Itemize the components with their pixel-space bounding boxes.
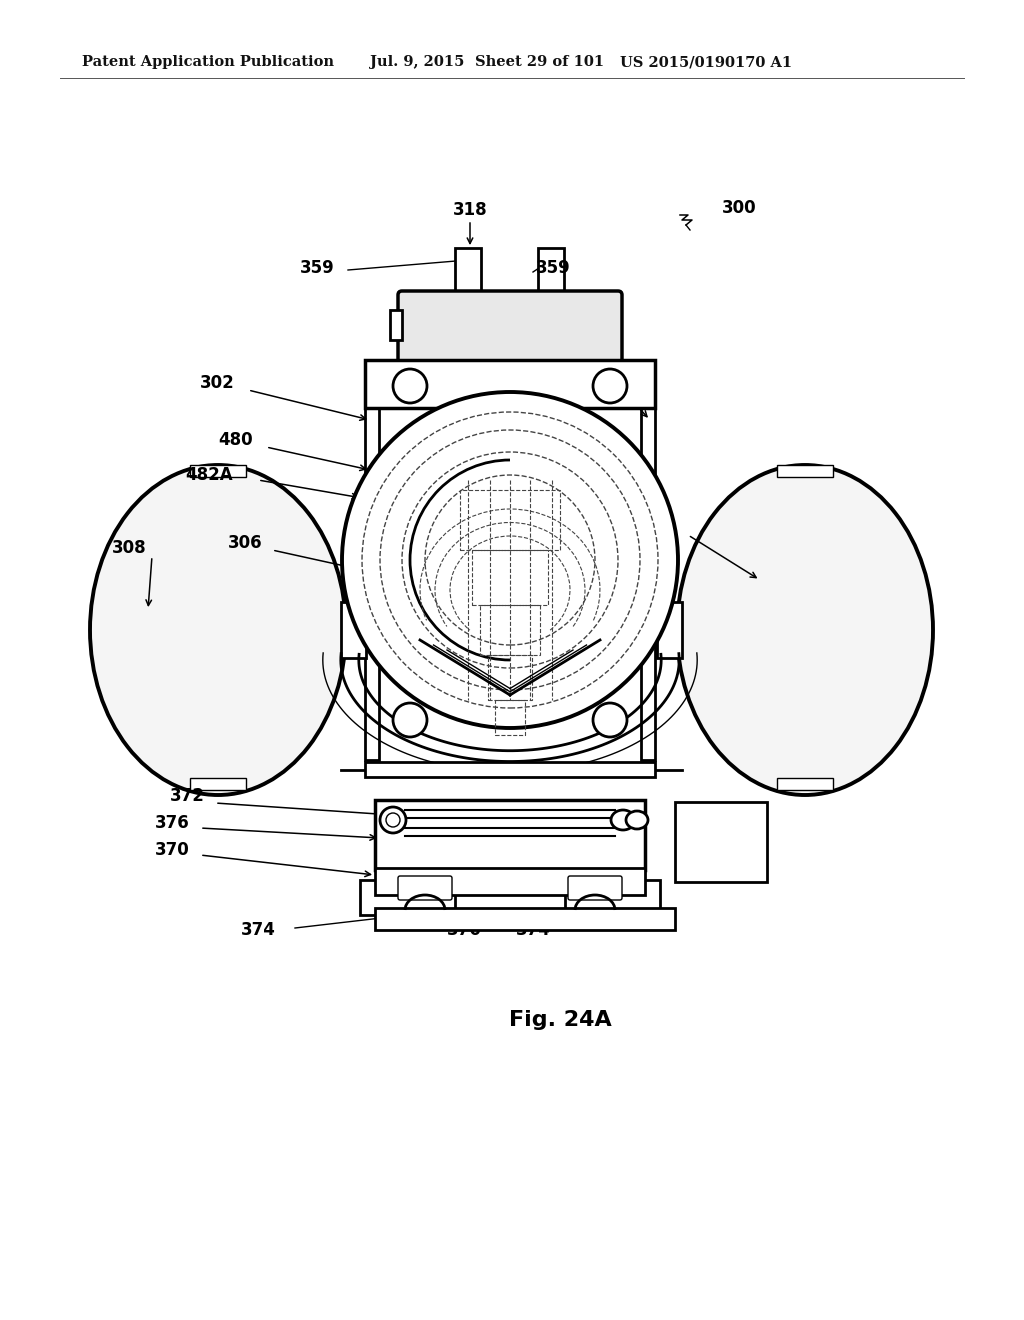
Circle shape [593, 370, 627, 403]
Bar [341, 602, 366, 657]
Circle shape [380, 807, 406, 833]
Text: 372: 372 [170, 787, 205, 805]
Ellipse shape [677, 465, 933, 795]
Bar [375, 908, 675, 931]
Text: 308: 308 [112, 539, 146, 557]
Ellipse shape [611, 810, 635, 830]
Bar [360, 880, 455, 915]
Circle shape [593, 704, 627, 737]
Bar [495, 700, 525, 735]
FancyBboxPatch shape [398, 876, 452, 900]
Text: 320: 320 [685, 822, 720, 841]
FancyBboxPatch shape [568, 876, 622, 900]
Bar [365, 408, 379, 760]
Text: 482A: 482A [575, 446, 623, 465]
Bar [365, 762, 655, 777]
Text: 374: 374 [515, 921, 551, 939]
Text: 376: 376 [155, 814, 189, 832]
Text: Sheet 29 of 101: Sheet 29 of 101 [475, 55, 604, 69]
Bar [657, 602, 682, 657]
Ellipse shape [90, 465, 346, 795]
Text: Fig. 24A: Fig. 24A [509, 1010, 611, 1030]
Text: US 2015/0190170 A1: US 2015/0190170 A1 [620, 55, 793, 69]
Bar [641, 408, 655, 760]
Text: 482A: 482A [185, 466, 232, 484]
Text: 359: 359 [300, 259, 335, 277]
Bar [472, 550, 548, 605]
Text: 374: 374 [241, 921, 275, 939]
Bar [538, 248, 564, 296]
Text: 312: 312 [638, 519, 673, 537]
Bar [390, 310, 402, 341]
Text: 359: 359 [536, 259, 570, 277]
Bar [365, 360, 655, 408]
Text: 376: 376 [446, 921, 481, 939]
Bar [565, 880, 660, 915]
Circle shape [342, 392, 678, 729]
Circle shape [393, 370, 427, 403]
Bar [777, 777, 833, 789]
Bar [375, 800, 645, 870]
Bar [777, 465, 833, 477]
Text: 480: 480 [218, 432, 253, 449]
Bar [190, 465, 246, 477]
FancyBboxPatch shape [398, 290, 622, 364]
Text: 302: 302 [200, 374, 234, 392]
Text: 370: 370 [155, 841, 189, 859]
Bar [488, 655, 532, 700]
Bar [455, 248, 481, 296]
Bar [480, 605, 540, 655]
Text: 310: 310 [556, 535, 591, 552]
Text: 318: 318 [453, 201, 487, 219]
Bar [675, 803, 767, 882]
Text: Patent Application Publication: Patent Application Publication [82, 55, 334, 69]
Bar [375, 869, 645, 895]
Text: 306: 306 [228, 535, 262, 552]
Ellipse shape [626, 810, 648, 829]
Bar [460, 490, 560, 550]
Text: 300: 300 [722, 199, 757, 216]
Text: 304: 304 [588, 370, 623, 387]
Bar [190, 777, 246, 789]
Text: Jul. 9, 2015: Jul. 9, 2015 [370, 55, 464, 69]
Circle shape [393, 704, 427, 737]
Circle shape [386, 813, 400, 828]
